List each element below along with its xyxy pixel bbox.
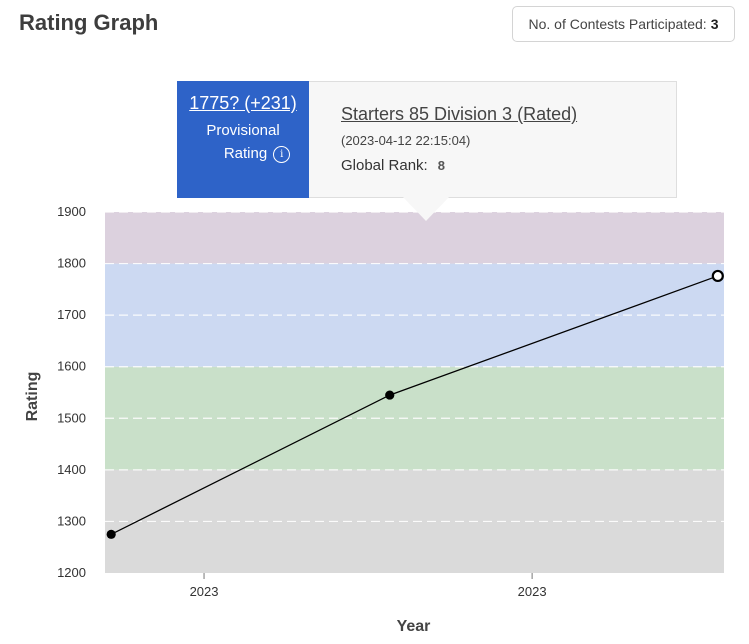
rating-label-row: Rating i: [177, 145, 309, 163]
y-tick-label-1500: 1500: [57, 410, 86, 425]
x-tick-label-0: 2023: [190, 584, 219, 599]
global-rank-value: 8: [437, 158, 445, 173]
contest-date: (2023-04-12 22:15:04): [341, 133, 471, 148]
global-rank: Global Rank: 8: [341, 157, 577, 174]
y-tick-label-1700: 1700: [57, 307, 86, 322]
y-tick-label-1300: 1300: [57, 513, 86, 528]
provisional-label: Provisional: [206, 122, 280, 139]
info-icon[interactable]: i: [273, 146, 291, 163]
y-tick-label-1800: 1800: [57, 256, 86, 271]
rating-value-link[interactable]: 1775? (+231): [189, 93, 297, 113]
contest-info: Starters 85 Division 3 (Rated) (2023-04-…: [341, 104, 577, 174]
tooltip-pointer: [403, 197, 449, 221]
data-point-2: [711, 269, 724, 283]
y-axis-title: Rating: [24, 372, 41, 422]
data-point-1: [385, 390, 395, 400]
contest-tooltip: 1775? (+231) Provisional Rating i Starter…: [177, 81, 677, 198]
contests-participated-count: 3: [710, 16, 719, 32]
rating-label: Rating: [223, 145, 268, 162]
y-tick-label-1400: 1400: [57, 462, 86, 477]
page-title: Rating Graph: [19, 10, 159, 35]
x-tick-label-1: 2023: [518, 584, 547, 599]
contests-participated-badge: No. of Contests Participated: 3: [512, 6, 735, 42]
global-rank-label: Global Rank:: [341, 157, 428, 174]
contest-name-link[interactable]: Starters 85 Division 3 (Rated): [341, 104, 578, 124]
data-point-0: [106, 529, 116, 539]
x-axis-title: Year: [397, 618, 431, 635]
rating-change-box: 1775? (+231) Provisional Rating i: [177, 81, 309, 198]
y-tick-label-1600: 1600: [57, 359, 86, 374]
contests-participated-label: No. of Contests Participated:: [528, 16, 707, 32]
y-tick-label-1900: 1900: [57, 204, 86, 219]
y-tick-label-1200: 1200: [57, 565, 86, 580]
